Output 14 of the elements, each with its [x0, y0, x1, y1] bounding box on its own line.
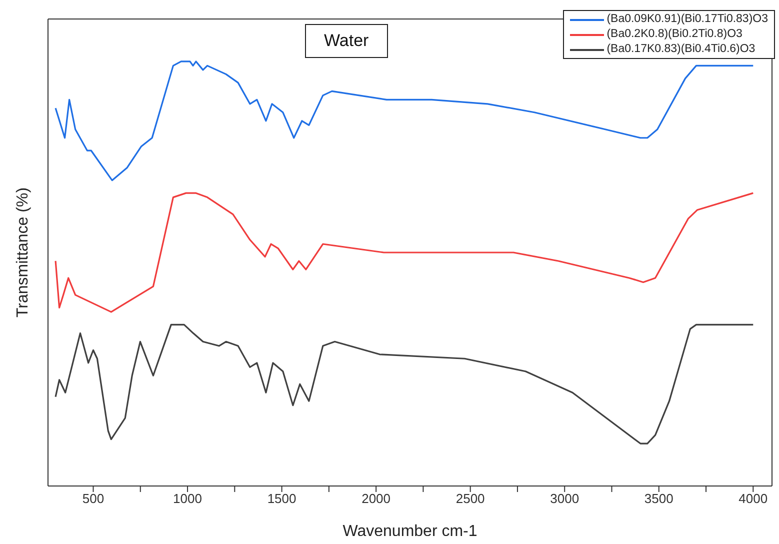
- y-axis-title: Transmittance (%): [14, 187, 32, 318]
- x-tick-label: 4000: [738, 491, 768, 506]
- x-axis-title: Wavenumber cm-1: [342, 523, 478, 540]
- x-tick-label: 3000: [550, 491, 580, 506]
- x-tick-label: 3500: [644, 491, 674, 506]
- legend-label: (Ba0.09K0.91)(Bi0.17Ti0.83)O3: [606, 12, 768, 27]
- text: Water: [305, 24, 388, 58]
- legend-label: (Ba0.2K0.8)(Bi0.2Ti0.8)O3: [606, 27, 742, 42]
- x-tick-label: 2500: [456, 491, 485, 506]
- x-tick-label: 2000: [362, 491, 391, 506]
- x-tick-label: 1000: [173, 491, 202, 506]
- legend-label: (Ba0.17K0.83)(Bi0.4Ti0.6)O3: [606, 42, 756, 57]
- x-tick-label: 1500: [267, 491, 296, 506]
- x-tick-label: 500: [82, 491, 104, 506]
